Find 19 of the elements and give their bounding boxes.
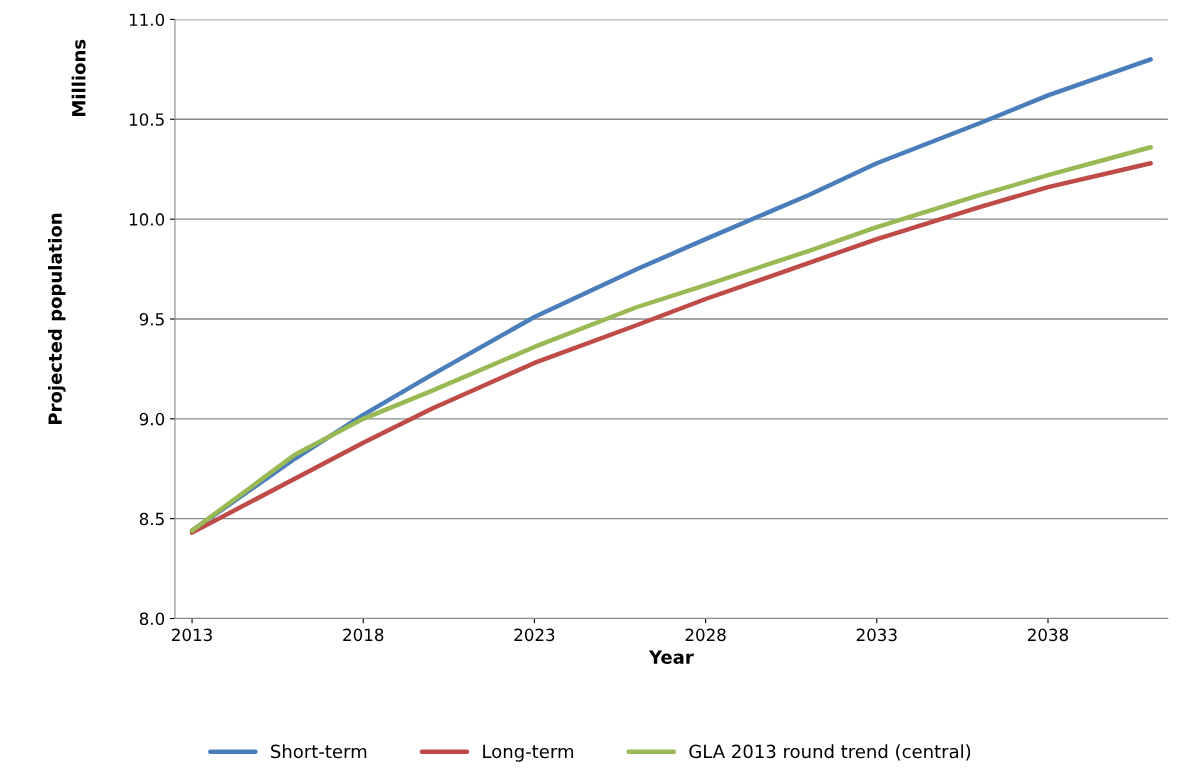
text: Millions [71,39,86,116]
y-axis-title: Projected population [47,213,66,424]
y-tick-label: 9.5 [139,312,164,326]
y-tick-label: 8.5 [139,512,164,526]
legend-label: GLA 2013 round trend (central) [689,744,971,761]
x-tick-label: 2033 [856,628,897,642]
y-tick-label: 11.0 [129,13,165,27]
x-tick-label: 2028 [685,628,726,642]
y-tick-label: 10.5 [129,113,164,126]
x-tick-label: 2038 [1028,628,1069,642]
legend-label: Short-term [271,744,367,759]
x-tick-label: 2023 [514,628,555,642]
x-tick-label: 2018 [343,628,384,642]
y-tick-label: 10.0 [129,213,165,226]
x-axis-title: Year [648,650,694,664]
y-tick-label: 8.0 [139,612,165,626]
x-tick-label: 2013 [172,628,212,642]
legend-label: Long-term [483,744,574,762]
y-tick-label: 9.0 [139,412,165,426]
